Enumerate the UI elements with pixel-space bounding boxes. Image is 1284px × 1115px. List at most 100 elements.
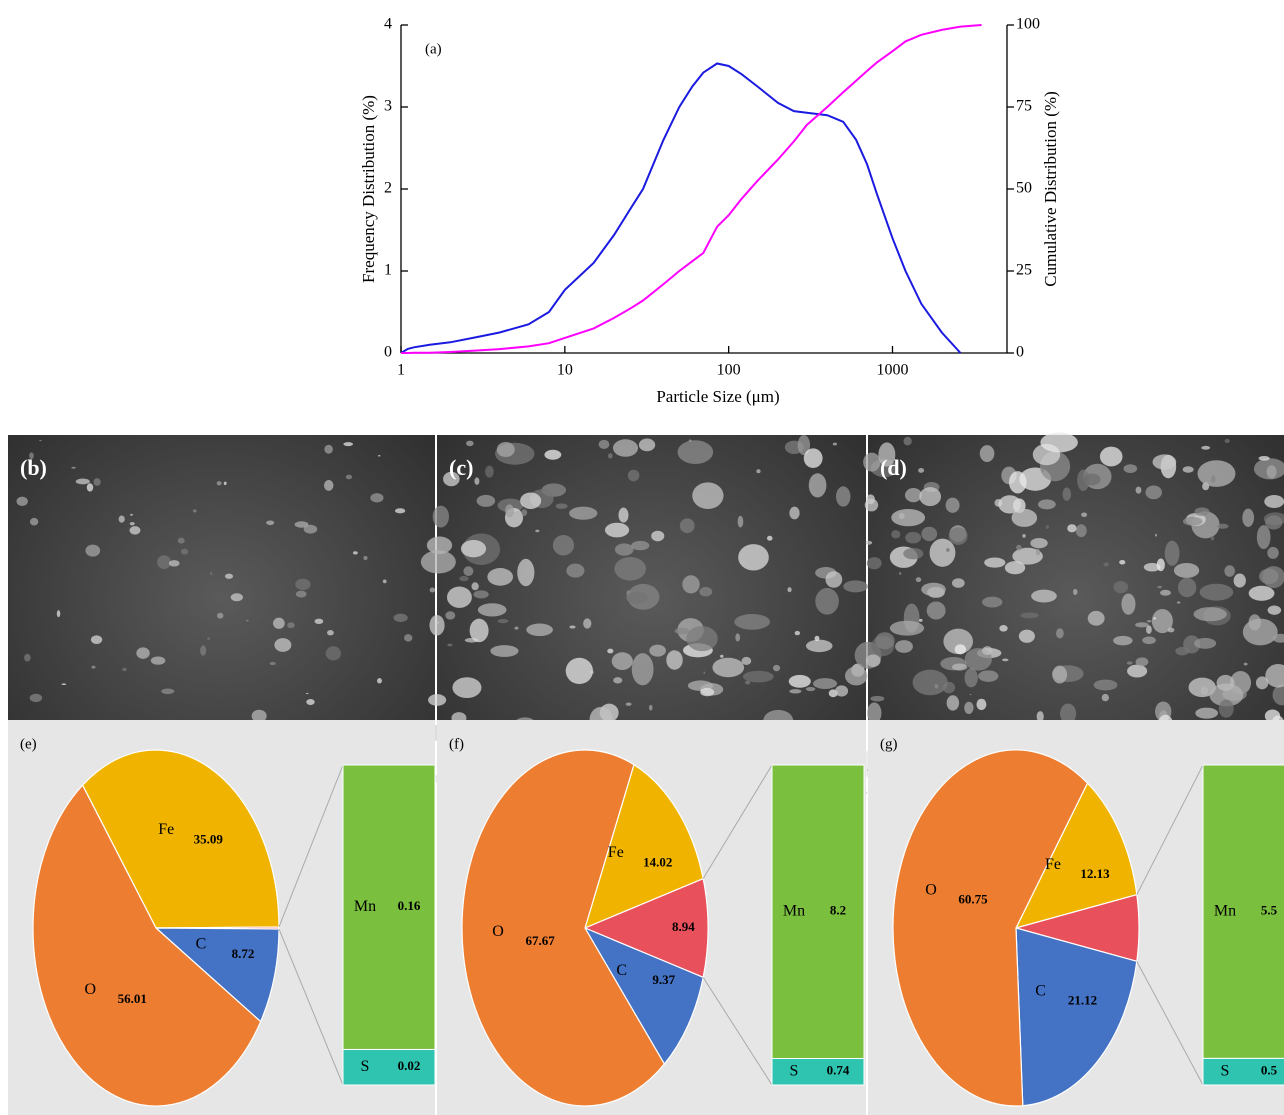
- sem-particle: [270, 662, 276, 665]
- sem-particle: [526, 624, 553, 637]
- sem-particle: [327, 630, 334, 635]
- sem-particle: [921, 583, 946, 596]
- sem-particle: [865, 499, 879, 512]
- sem-particle: [916, 577, 921, 582]
- sem-particle: [378, 455, 381, 457]
- sem-particle: [767, 536, 773, 541]
- sem-particle: [326, 646, 341, 660]
- sem-particle: [676, 650, 677, 651]
- sem-particle: [1160, 590, 1171, 596]
- sem-particle: [813, 678, 837, 689]
- pie-panel: (e)Fe35.09C8.72O56.01S0.02Mn0.16: [8, 720, 435, 1115]
- sem-particle: [306, 699, 314, 705]
- sem-particle: [363, 556, 367, 560]
- sem-particle: [921, 527, 937, 541]
- sem-particle: [903, 437, 911, 446]
- pie-panel: (g)Fe12.13C21.12O60.75S0.5Mn5.5: [868, 720, 1284, 1115]
- sem-particle: [1200, 584, 1234, 601]
- bar-category: Mn: [1214, 902, 1236, 919]
- bar-value: 5.5: [1261, 903, 1278, 918]
- sem-particle: [1168, 628, 1175, 633]
- sem-particle: [485, 466, 494, 478]
- sem-particle: [1194, 507, 1209, 516]
- sem-particle: [71, 467, 75, 469]
- sem-particle: [447, 587, 472, 608]
- sem-particle: [343, 442, 353, 446]
- slice-category: Fe: [1045, 856, 1061, 873]
- sem-particle: [1019, 630, 1035, 643]
- sem-particle: [315, 619, 324, 624]
- sem-particle: [1020, 612, 1038, 618]
- bar-category: Mn: [354, 898, 376, 915]
- sem-particle: [982, 597, 1002, 608]
- panel-label: (b): [20, 455, 47, 480]
- slice-value: 56.01: [118, 991, 147, 1006]
- y2-tick-label: 25: [1016, 262, 1032, 279]
- slice-value: 60.75: [958, 892, 988, 907]
- sem-particle: [517, 559, 534, 586]
- bar-value: 0.74: [827, 1063, 850, 1078]
- sem-particle: [1136, 487, 1142, 494]
- sem-particle: [614, 557, 646, 581]
- sem-particle: [1005, 561, 1025, 574]
- sem-particle: [787, 587, 791, 592]
- sem-particle: [1036, 549, 1040, 556]
- sem-particle: [57, 610, 60, 617]
- sem-particle: [1100, 447, 1123, 467]
- sem-particle: [296, 591, 307, 598]
- sem-particle: [383, 580, 387, 584]
- sem-particle: [91, 666, 95, 669]
- sem-particle: [1127, 665, 1147, 678]
- sem-particle: [678, 440, 714, 464]
- sem-particle: [1264, 495, 1284, 508]
- sem-particle: [1217, 675, 1235, 691]
- sem-particle: [217, 613, 223, 619]
- sem-particle: [605, 523, 629, 538]
- sem-particle: [478, 603, 507, 616]
- slice-category: O: [84, 981, 96, 998]
- sem-particle: [618, 508, 628, 523]
- slice-value: 9.37: [652, 972, 675, 987]
- sem-particle: [1242, 509, 1254, 527]
- sem-particle: [24, 654, 31, 662]
- slice-value: 8.94: [672, 919, 695, 934]
- sem-particle: [947, 695, 959, 710]
- y2-tick-label: 100: [1016, 16, 1040, 33]
- sem-particle: [806, 640, 833, 652]
- sem-particle: [119, 515, 125, 522]
- sem-particle: [1152, 454, 1176, 469]
- figure: (b)20.0kV 15.0mm x2.00k LM(UL)20.0um(c)2…: [0, 0, 1284, 1115]
- sem-particle: [274, 638, 291, 652]
- bar-category: Mn: [783, 902, 805, 919]
- sem-particle: [608, 453, 613, 458]
- panel-label: (c): [449, 455, 473, 480]
- sem-particle: [566, 564, 584, 578]
- sem-particle: [447, 644, 452, 647]
- sem-particle: [91, 635, 102, 644]
- panel-label: (e): [20, 736, 37, 752]
- sem-particle: [612, 652, 633, 670]
- sem-particle: [952, 663, 967, 670]
- sem-particle: [1234, 574, 1246, 588]
- sem-particle: [1195, 708, 1218, 719]
- sem-particle: [1183, 517, 1203, 526]
- data-line: [401, 25, 982, 353]
- sem-particle: [835, 685, 848, 696]
- sem-particle: [1113, 636, 1132, 646]
- sem-particle: [833, 443, 837, 446]
- bar-value: 0.16: [398, 898, 421, 913]
- y2-axis-title: Cumulative Distribution (%): [1041, 91, 1060, 286]
- sem-particle: [949, 527, 968, 545]
- sem-particle: [556, 503, 568, 508]
- sem-particle: [631, 541, 649, 550]
- panel-label: (a): [425, 41, 442, 57]
- sem-particle: [866, 654, 881, 667]
- sem-particle: [30, 518, 38, 526]
- sem-particle: [930, 539, 956, 567]
- sem-particle: [955, 644, 966, 654]
- sem-particle: [1219, 700, 1234, 718]
- sem-particle: [1081, 512, 1087, 517]
- sem-particle: [210, 572, 212, 576]
- sem-particle: [404, 634, 412, 642]
- sem-particle: [651, 531, 664, 542]
